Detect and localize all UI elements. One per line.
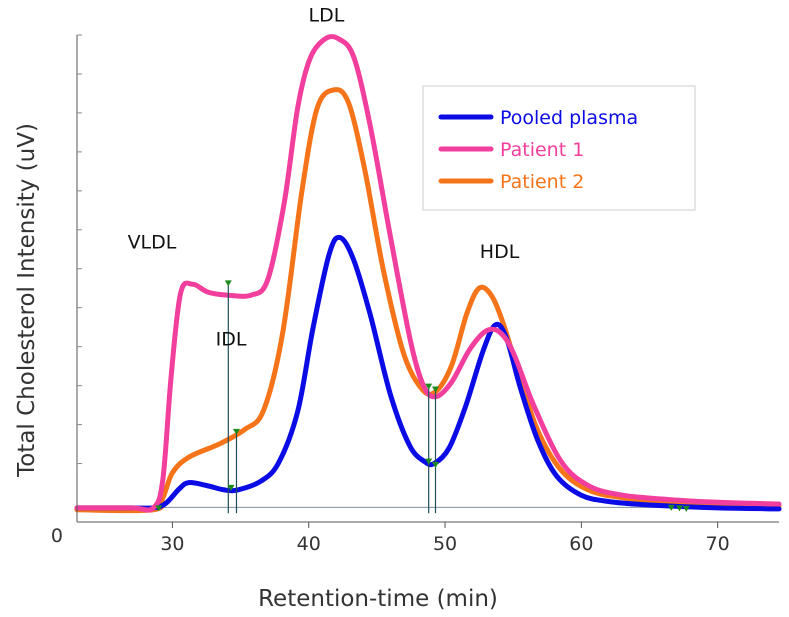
x-axis-title: Retention-time (min) [258,586,498,612]
x-tick-label: 30 [160,533,184,555]
peak-label-ldl: LDL [309,4,345,26]
peak-label-vldl: VLDL [128,231,177,253]
peak-label-idl: IDL [216,329,247,351]
y-axis-title: Total Cholesterol Intensity (uV) [14,123,40,478]
marker-triangle [425,383,433,390]
marker-triangle [431,386,439,393]
y-ticks: 0 [51,34,82,547]
marker-triangle [682,505,690,512]
marker-triangle [224,280,232,287]
x-tick-label: 70 [706,533,730,555]
marker-triangle [227,484,235,491]
peak-markers [155,280,690,514]
x-tick-label: 40 [297,533,321,555]
marker-triangle [155,505,163,512]
series-line-pooled-plasma [74,234,782,512]
series-line-patient-1 [74,34,782,513]
x-tick-label: 50 [433,533,457,555]
legend-label-patient-1: Patient 1 [500,139,584,161]
marker-triangle [667,504,675,511]
marker-triangle [675,505,683,512]
peak-label-hdl: HDL [480,241,520,263]
x-ticks: 30 40 50 60 70 [160,522,730,555]
y-tick-label: 0 [51,525,63,547]
axes [76,35,779,523]
marker-triangle [232,428,240,435]
marker-triangle [425,458,433,465]
chromatogram-curves [74,34,782,514]
series-line-patient-2 [74,87,782,514]
peak-labels: VLDL IDL LDL HDL [128,4,520,350]
legend-label-patient-2: Patient 2 [500,171,584,193]
marker-triangle [431,462,439,469]
legend-label-pooled-plasma: Pooled plasma [500,107,638,129]
x-tick-label: 60 [569,533,593,555]
legend: Pooled plasma Patient 1 Patient 2 [422,85,696,211]
